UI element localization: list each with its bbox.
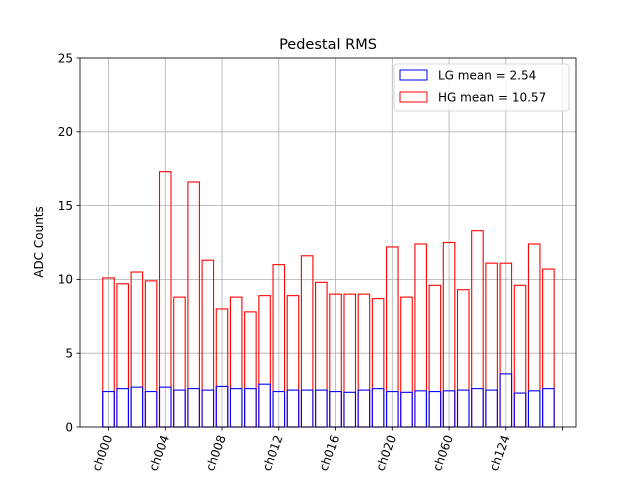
bar-hg bbox=[300, 255, 314, 428]
bar-hg bbox=[201, 259, 215, 428]
bar-lg bbox=[286, 389, 300, 428]
bar-hg bbox=[471, 230, 484, 428]
bar-lg bbox=[357, 389, 371, 428]
bar-lg bbox=[201, 389, 215, 428]
y-tick-label: 15 bbox=[58, 199, 73, 213]
bar-lg bbox=[130, 386, 144, 428]
bar-hg bbox=[244, 311, 257, 428]
bar-hg bbox=[485, 262, 498, 428]
bar-lg bbox=[513, 392, 527, 428]
grid-lines bbox=[80, 57, 576, 428]
y-axis-ticks: 0 5 10 15 20 25 bbox=[58, 51, 80, 434]
bar-hg bbox=[400, 296, 413, 428]
bar-lg bbox=[456, 389, 470, 428]
x-tick-label: ch124 bbox=[487, 433, 513, 473]
bar-lg bbox=[400, 391, 413, 428]
bar-lg bbox=[187, 388, 200, 428]
bar-hg bbox=[428, 284, 442, 428]
bar-hg bbox=[173, 296, 186, 428]
x-tick-label: ch020 bbox=[373, 433, 399, 473]
bar-hg bbox=[229, 296, 243, 428]
bar-hg bbox=[130, 271, 144, 428]
legend-label-lg: LG mean = 2.54 bbox=[438, 69, 536, 83]
legend-swatch-lg bbox=[399, 69, 428, 81]
bar-hg bbox=[371, 298, 385, 428]
y-tick-label: 25 bbox=[58, 51, 73, 65]
bar-lg bbox=[229, 388, 243, 428]
chart-title: Pedestal RMS bbox=[279, 37, 377, 53]
bars bbox=[102, 171, 555, 428]
x-axis-ticks: ch000 ch004 ch008 ch012 ch016 ch020 ch060 ch124 bbox=[89, 427, 563, 473]
bar-lg bbox=[300, 389, 314, 428]
x-tick-label: ch004 bbox=[146, 433, 172, 473]
bar-hg bbox=[315, 281, 328, 428]
y-tick-label: 5 bbox=[65, 347, 73, 361]
y-tick-label: 0 bbox=[65, 420, 73, 434]
bar-hg bbox=[116, 283, 129, 428]
bar-lg bbox=[371, 388, 385, 428]
bar-lg bbox=[343, 391, 357, 428]
bar-hg bbox=[527, 243, 541, 428]
bar-lg bbox=[173, 389, 186, 428]
bar-hg bbox=[187, 181, 200, 428]
bar-hg bbox=[144, 280, 158, 428]
legend-label-hg: HG mean = 10.57 bbox=[438, 91, 546, 105]
legend: LG mean = 2.54 HG mean = 10.57 bbox=[393, 63, 570, 112]
x-tick-label: ch060 bbox=[430, 433, 456, 473]
bar-hg bbox=[513, 284, 527, 428]
x-tick-label: ch012 bbox=[260, 433, 286, 473]
legend-swatch-hg bbox=[399, 91, 428, 103]
x-tick-label: ch000 bbox=[89, 433, 115, 473]
legend-frame bbox=[393, 63, 570, 112]
bar-lg bbox=[244, 388, 257, 428]
bar-hg bbox=[258, 295, 271, 428]
bar-lg bbox=[485, 389, 498, 428]
bar-lg bbox=[116, 388, 129, 428]
bar-lg bbox=[144, 391, 158, 428]
bar-lg bbox=[471, 388, 484, 428]
x-tick-label: ch016 bbox=[317, 433, 343, 473]
bar-hg bbox=[456, 289, 470, 428]
bar-lg bbox=[428, 391, 442, 428]
x-tick-label: ch008 bbox=[203, 433, 229, 473]
y-tick-label: 10 bbox=[58, 273, 73, 287]
bar-lg bbox=[527, 390, 541, 428]
y-tick-label: 20 bbox=[58, 125, 73, 139]
bar-hg bbox=[542, 268, 555, 428]
bar-hg bbox=[357, 293, 371, 428]
bar-lg bbox=[258, 383, 271, 428]
bar-lg bbox=[315, 389, 328, 428]
plot-frame bbox=[79, 57, 577, 428]
bar-hg bbox=[414, 243, 427, 428]
y-axis-label: ADC Counts bbox=[32, 206, 46, 278]
bar-lg bbox=[542, 388, 555, 428]
bar-lg bbox=[414, 390, 427, 428]
bar-hg bbox=[286, 295, 300, 428]
bar-hg bbox=[343, 293, 357, 428]
